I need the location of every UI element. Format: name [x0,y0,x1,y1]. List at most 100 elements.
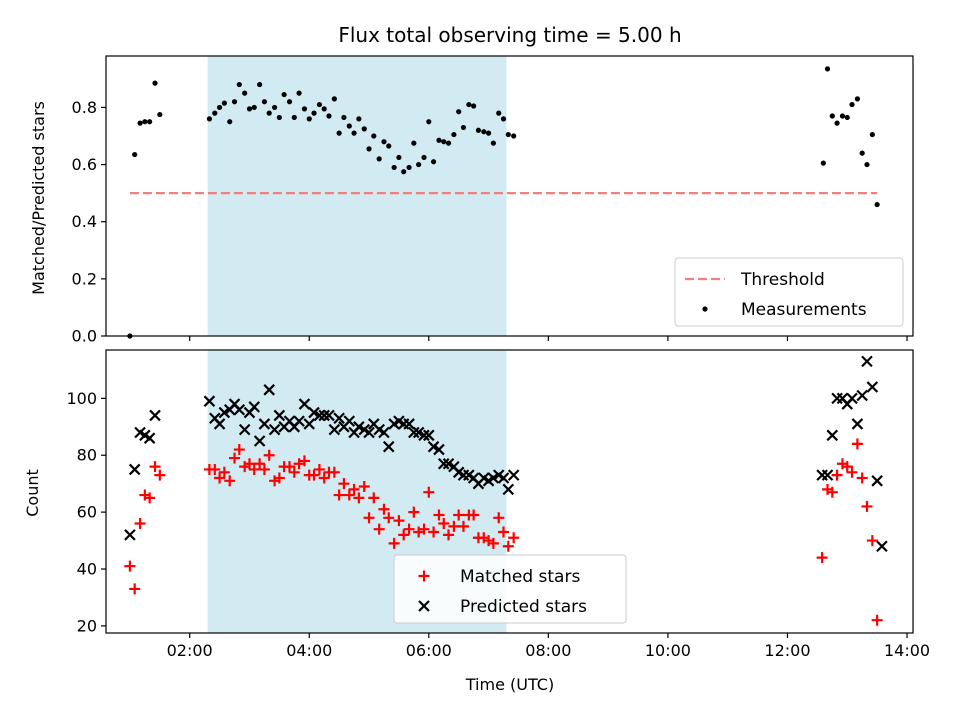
data-point [826,486,838,498]
legend-box [674,257,904,327]
data-point [378,503,390,515]
data-point [849,101,855,108]
legend-marker [702,306,708,312]
data-point [313,409,326,422]
data-point [243,458,255,470]
legend-label: Matched stars [460,567,580,587]
data-point [490,140,496,146]
data-point [286,99,293,105]
data-point [871,475,883,487]
data-point [137,120,143,126]
data-point [323,409,335,422]
data-point [371,133,377,139]
data-point [343,415,356,427]
data-point [396,154,402,161]
data-point [507,469,520,481]
data-point [306,116,312,122]
x-axis-label: Time (UTC) [465,675,554,694]
data-point [229,452,241,464]
data-point [408,506,420,518]
chart-title: Flux total observing time = 5.00 h [338,23,681,47]
data-point [376,156,382,162]
data-point [221,100,227,106]
y-tick-label: 100 [66,389,97,408]
data-point [498,526,510,538]
y-tick-label: 0.8 [72,98,97,117]
data-point [391,164,397,171]
data-point [331,96,337,102]
data-point [231,99,238,105]
data-point [356,116,362,122]
x-tick-label: 02:00 [167,641,213,660]
data-point [393,515,405,527]
data-point [381,139,387,145]
y-tick-label: 80 [77,446,97,465]
data-point [453,509,465,521]
data-point [428,526,440,538]
data-point [398,529,410,541]
data-point [293,415,305,427]
data-point [298,455,310,467]
data-point [311,110,317,116]
data-point [157,111,163,118]
legend-marker [418,600,430,612]
data-point [497,472,510,484]
data-point [366,146,372,152]
y-tick-label: 0.2 [72,269,97,288]
data-point [333,489,345,501]
data-point [468,509,480,521]
data-point [373,523,385,535]
y-tick-label: 20 [77,616,97,635]
data-point [296,90,302,96]
data-point [363,426,375,439]
data-point [258,418,271,430]
data-point [386,143,392,149]
data-point [416,161,422,168]
data-point [134,517,146,529]
data-point [378,426,390,439]
data-point [443,529,455,541]
data-point [844,114,850,121]
data-point [831,469,843,481]
data-point [487,537,499,549]
data-point [263,384,275,396]
data-point [841,461,853,473]
data-point [368,492,380,504]
data-point [411,140,417,146]
data-point [336,130,342,136]
x-tick-label: 12:00 [764,641,810,660]
data-point [408,426,420,439]
data-point [856,472,868,484]
data-point [271,104,278,111]
data-point [303,418,316,430]
data-point [861,500,873,512]
data-point [353,492,365,504]
data-point [298,398,311,410]
y-tick-label: 0.0 [72,327,97,346]
y-tick-label: 0.4 [72,212,97,231]
data-point [353,421,365,433]
top-panel: 0.0 0.2 0.4 0.6 0.8 Threshold Measurements [72,55,914,346]
data-point [124,560,136,572]
data-point [421,154,427,161]
data-point [333,412,345,425]
data-point [475,127,482,133]
shaded-region [207,56,507,336]
y-axis-label-top: Matched/Predicted stars [29,101,48,295]
legend-box [393,554,627,624]
data-point [874,201,880,208]
data-point [505,131,511,138]
data-point [251,104,257,111]
bottom-panel: 20 40 60 80 100 02:00 04:00 06:00 08:00 10:00 12:0… [66,349,930,660]
data-point [876,540,888,553]
data-point [441,139,447,145]
data-point [866,381,879,393]
data-point [448,520,460,532]
data-point [318,409,330,422]
legend-label: Measurements [741,300,867,320]
data-point [388,537,400,549]
data-point [248,463,260,475]
data-point [403,418,415,430]
data-point [253,435,266,447]
